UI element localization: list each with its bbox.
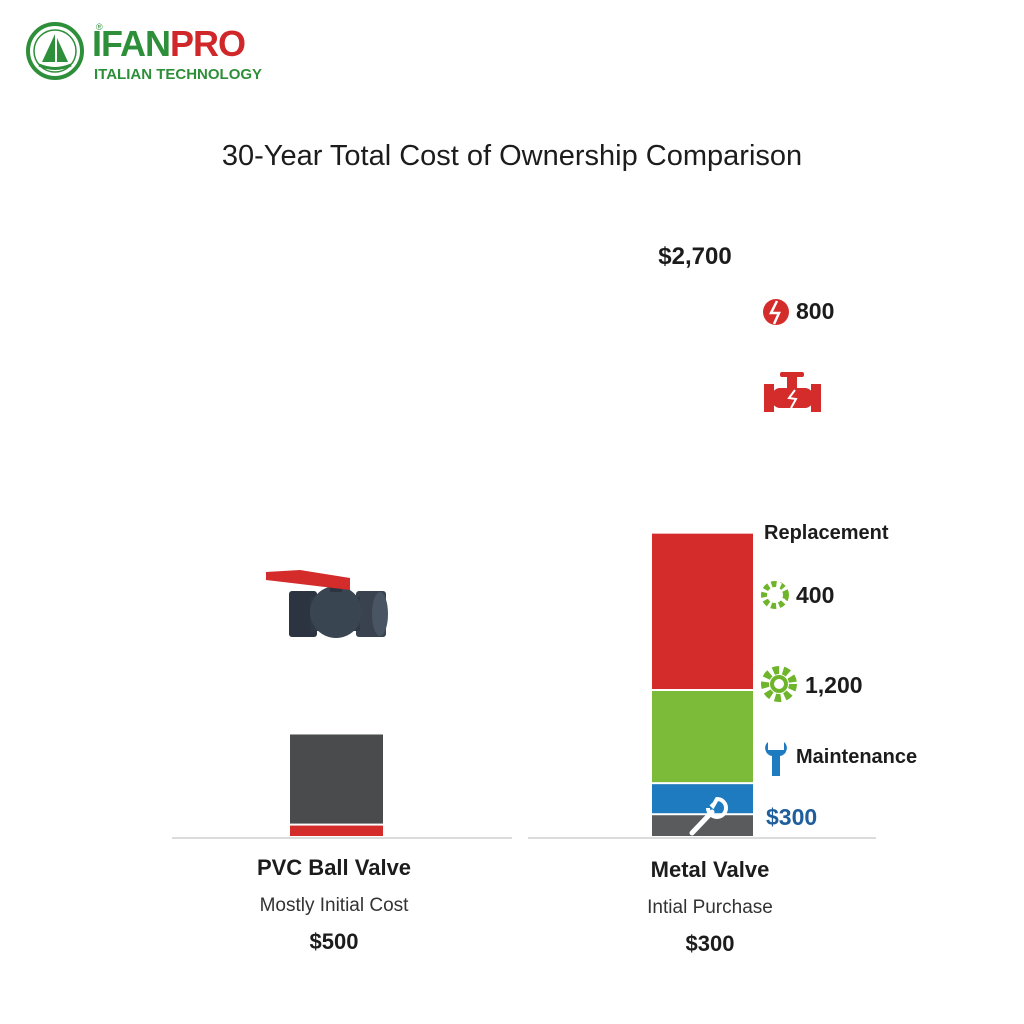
bar-segment-1-2 bbox=[652, 691, 753, 783]
wrench-icon bbox=[765, 742, 787, 776]
brand-tagline: ITALIAN TECHNOLOGY bbox=[94, 66, 263, 83]
bar-segment-1-0 bbox=[652, 815, 753, 836]
bar-segment-0-1 bbox=[290, 734, 383, 824]
bar-total-label: $2,700 bbox=[658, 243, 732, 270]
category-block-pvc: PVC Ball Valve Mostly Initial Cost $500 bbox=[214, 855, 454, 955]
bar-segment-0-0 bbox=[290, 825, 383, 836]
gear-icon bbox=[761, 666, 797, 702]
wrench-icon bbox=[689, 796, 728, 836]
annotation-label-400: 400 bbox=[796, 582, 835, 608]
sailboat-emblem-icon bbox=[26, 22, 84, 80]
brand-logo: ® IFANPRO ITALIAN TECHNOLOGY bbox=[26, 22, 326, 84]
chart-title: 30-Year Total Cost of Ownership Comparis… bbox=[221, 140, 803, 172]
category-label: PVC Ball Valve bbox=[256, 855, 412, 880]
pvc-ball-valve-icon bbox=[266, 570, 388, 638]
registered-mark: ® bbox=[96, 22, 103, 32]
broken-pipe-icon bbox=[763, 299, 789, 325]
annotation-label-maintenance: Maintenance bbox=[796, 746, 918, 768]
brand-name: IFANPRO bbox=[92, 23, 246, 64]
bars-group bbox=[290, 533, 753, 836]
bar-segment-1-1 bbox=[652, 784, 753, 814]
annotation-label-1200: 1,200 bbox=[805, 672, 863, 698]
annotation-label-300: $300 bbox=[766, 804, 818, 830]
category-block-metal: Metal Valve Intial Purchase $300 bbox=[590, 857, 830, 957]
category-label: Metal Valve bbox=[650, 857, 770, 882]
category-subtitle: Intial Purchase bbox=[647, 897, 773, 918]
brand-name-part2: PRO bbox=[170, 23, 246, 64]
bar-segment-1-3 bbox=[652, 533, 753, 690]
category-cost: $300 bbox=[685, 931, 735, 956]
annotation-label-800: 800 bbox=[796, 298, 835, 324]
annotation-label-replacement: Replacement bbox=[764, 522, 889, 544]
category-subtitle: Mostly Initial Cost bbox=[259, 895, 409, 916]
category-cost: $500 bbox=[309, 929, 359, 954]
brand-name-part1: IFAN bbox=[92, 23, 171, 64]
leaking-valve-icon bbox=[764, 372, 821, 412]
broken-gear-icon bbox=[761, 581, 789, 609]
